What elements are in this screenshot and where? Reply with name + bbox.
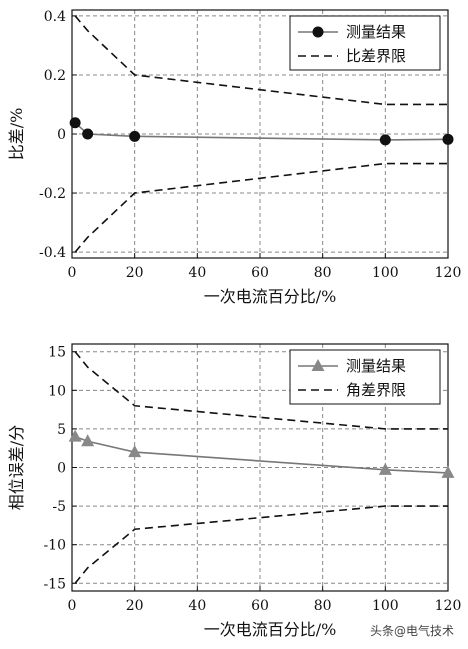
legend-label-measurement: 测量结果	[346, 357, 406, 375]
data-point	[68, 429, 82, 442]
x-tick-label: 80	[314, 265, 332, 281]
legend-box	[289, 15, 441, 71]
y-tick-label: -5	[52, 499, 66, 515]
data-point	[442, 133, 454, 145]
y-axis-label: 相位误差/分	[7, 425, 26, 510]
legend-marker	[311, 359, 325, 371]
x-tick-label: 20	[126, 598, 144, 614]
legend-label-limit: 角差界限	[346, 381, 406, 399]
data-point	[379, 134, 391, 146]
x-tick-label: 100	[372, 598, 399, 614]
phase-error-chart: 0 20 40 60 80 100 120 -15 -10 -5 0 5 10 15 一次电流百分比/% 相位…	[7, 343, 462, 639]
legend-label-measurement: 测量结果	[346, 23, 406, 41]
x-tick-label: 80	[314, 598, 332, 614]
x-tick-label: 60	[251, 265, 269, 281]
data-point	[82, 128, 94, 140]
data-point	[441, 465, 455, 478]
y-tick-label: 0	[57, 127, 66, 143]
legend-marker	[312, 26, 324, 38]
x-tick-label: 40	[188, 265, 206, 281]
x-tick-label: 60	[251, 598, 269, 614]
watermark: 头条@电气技术	[369, 624, 454, 638]
lower-limit-line	[74, 162, 448, 253]
x-axis-label: 一次电流百分比/%	[204, 287, 337, 306]
x-tick-label: 120	[435, 265, 462, 281]
x-axis-label: 一次电流百分比/%	[204, 620, 337, 639]
legend-label-limit: 比差界限	[346, 47, 406, 65]
x-tick-label: 0	[68, 598, 77, 614]
y-tick-label: 5	[57, 422, 66, 438]
x-tick-label: 0	[68, 265, 77, 281]
data-point	[128, 445, 142, 458]
y-axis-label: 比差/%	[7, 108, 26, 161]
y-tick-label: 0.2	[44, 68, 66, 84]
data-point	[129, 130, 141, 142]
y-tick-label: 0	[57, 461, 66, 477]
y-tick-label: -15	[43, 576, 66, 592]
lower-limit-line	[74, 505, 448, 584]
legend-box	[289, 349, 441, 405]
x-tick-label: 20	[126, 265, 144, 281]
x-tick-label: 100	[372, 265, 399, 281]
y-tick-label: 15	[48, 345, 66, 361]
upper-limit-line	[74, 351, 448, 430]
x-tick-label: 120	[435, 598, 462, 614]
y-tick-label: -0.2	[39, 186, 66, 202]
y-tick-label: -10	[43, 538, 66, 554]
y-tick-label: -0.4	[39, 245, 66, 261]
data-point	[378, 462, 392, 475]
upper-limit-line	[74, 15, 448, 106]
y-tick-label: 10	[48, 383, 66, 399]
data-point	[69, 117, 81, 129]
y-tick-label: 0.4	[44, 9, 66, 25]
data-point	[81, 434, 95, 447]
ratio-error-chart: 0 20 40 60 80 100 120 -0.4 -0.2 0 0.2 0.4 一次电流百分比/% 比…	[7, 9, 461, 306]
x-tick-label: 40	[188, 598, 206, 614]
